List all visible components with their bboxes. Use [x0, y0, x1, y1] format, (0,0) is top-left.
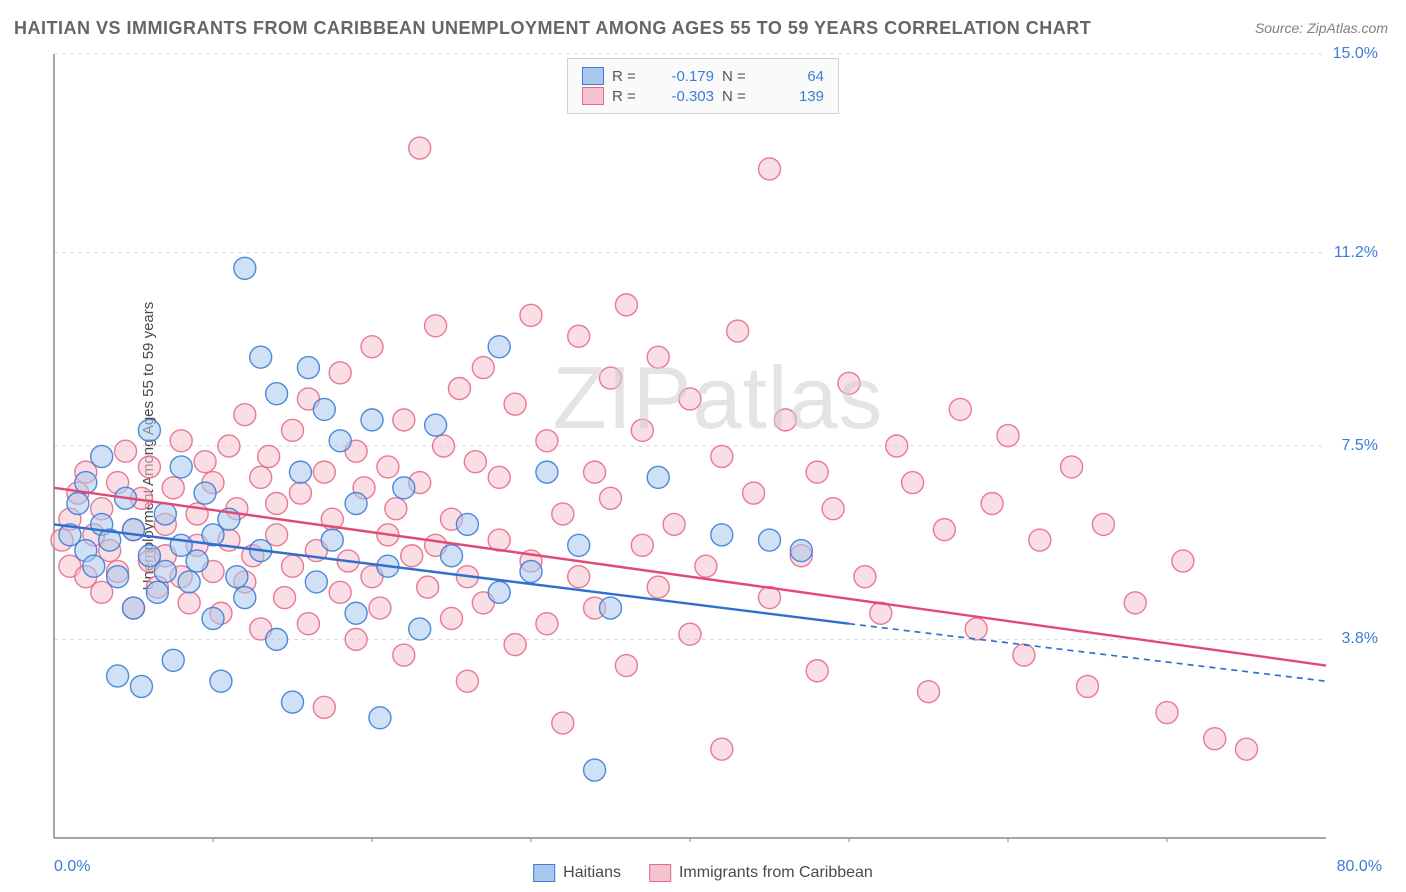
n-value-caribbean: 139 — [762, 88, 824, 105]
n-value-haitians: 64 — [762, 68, 824, 85]
r-value-caribbean: -0.303 — [652, 88, 714, 105]
x-axis-max: 80.0% — [1337, 858, 1382, 876]
swatch-haitians — [582, 67, 604, 85]
legend-label-caribbean: Immigrants from Caribbean — [679, 864, 873, 882]
n-label: N = — [722, 68, 754, 85]
n-label: N = — [722, 88, 754, 105]
correlation-legend: R = -0.179 N = 64 R = -0.303 N = 139 — [567, 58, 839, 114]
swatch-caribbean — [649, 864, 671, 882]
r-value-haitians: -0.179 — [652, 68, 714, 85]
chart-area: ZIPatlas — [50, 50, 1386, 842]
swatch-haitians — [533, 864, 555, 882]
legend-row-caribbean: R = -0.303 N = 139 — [582, 87, 824, 105]
legend-label-haitians: Haitians — [563, 864, 621, 882]
legend-row-haitians: R = -0.179 N = 64 — [582, 67, 824, 85]
chart-title: HAITIAN VS IMMIGRANTS FROM CARIBBEAN UNE… — [14, 18, 1091, 39]
y-tick-label: 3.8% — [1342, 630, 1378, 648]
y-tick-label: 15.0% — [1333, 45, 1378, 63]
x-axis-min: 0.0% — [54, 858, 90, 876]
swatch-caribbean — [582, 87, 604, 105]
legend-item-caribbean: Immigrants from Caribbean — [649, 864, 873, 882]
series-legend: Haitians Immigrants from Caribbean — [533, 864, 873, 882]
scatter-plot — [50, 50, 1386, 842]
r-label: R = — [612, 68, 644, 85]
legend-item-haitians: Haitians — [533, 864, 621, 882]
y-tick-label: 11.2% — [1334, 244, 1378, 262]
y-tick-label: 7.5% — [1342, 437, 1378, 455]
r-label: R = — [612, 88, 644, 105]
source-attribution: Source: ZipAtlas.com — [1255, 20, 1388, 36]
